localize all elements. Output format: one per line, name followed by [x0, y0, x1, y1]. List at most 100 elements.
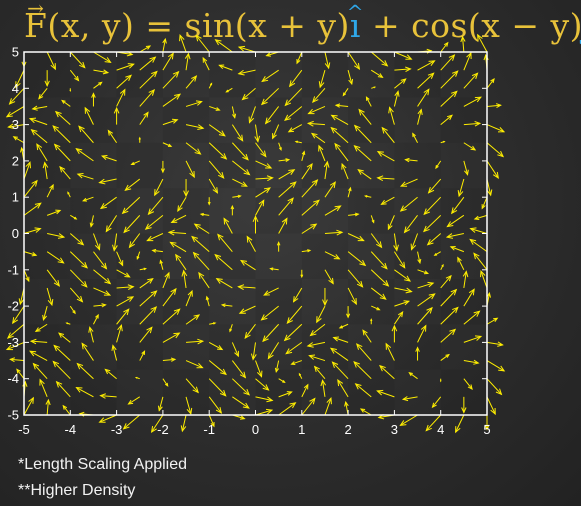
vector-arrow	[417, 88, 430, 107]
arrow-head	[31, 179, 38, 187]
vector-arrow	[7, 123, 25, 130]
vector-arrow	[208, 142, 228, 160]
arrow-head	[474, 96, 482, 103]
arrow-shaft	[62, 405, 71, 416]
arrow-shaft	[185, 142, 201, 155]
vector-arrow	[294, 140, 302, 144]
arrow-shaft	[162, 332, 180, 343]
background-tile	[116, 142, 163, 189]
vector-arrow	[338, 323, 349, 329]
arrow-shaft	[93, 269, 111, 284]
arrow-head	[149, 56, 157, 63]
arrow-head	[423, 208, 430, 216]
arrow-head	[381, 126, 388, 134]
arrow-head	[445, 233, 454, 239]
vector-arrow	[403, 215, 418, 234]
arrow-shaft	[278, 391, 292, 398]
x-tick-label: -5	[18, 422, 30, 437]
arrow-head	[252, 215, 259, 222]
arrow-head	[170, 287, 177, 295]
y-tick-label: 3	[12, 117, 19, 132]
vector-arrow	[310, 132, 326, 144]
arrow-head	[147, 208, 155, 216]
arrow-head	[143, 111, 149, 118]
arrow-shaft	[255, 187, 271, 198]
background-tile	[116, 233, 163, 279]
arrow-head	[426, 306, 433, 314]
vector-arrow	[301, 179, 319, 198]
background-tile	[348, 97, 395, 143]
arrow-head	[490, 78, 495, 84]
arrow-head	[223, 217, 230, 225]
vector-arrow	[440, 114, 453, 125]
arrow-head	[474, 120, 482, 127]
vector-arrow	[185, 160, 195, 179]
arrow-shaft	[355, 383, 372, 398]
arrow-head	[331, 361, 339, 369]
vector-arrow	[376, 151, 395, 162]
vector-arrow	[415, 346, 420, 361]
arrow-head	[69, 89, 72, 93]
arrow-head	[100, 262, 108, 270]
arrow-shaft	[278, 218, 288, 234]
arrow-shaft	[263, 287, 279, 296]
arrow-head	[234, 350, 239, 358]
x-tick-label: 5	[483, 422, 490, 437]
arrow-head	[5, 111, 13, 118]
vector-arrow	[425, 414, 442, 432]
arrow-shaft	[31, 129, 48, 144]
arrow-shaft	[116, 325, 122, 343]
arrow-shaft	[428, 178, 442, 194]
background-tile	[394, 233, 441, 279]
arrow-shaft	[447, 214, 465, 227]
vector-arrow	[128, 233, 141, 249]
arrow-shaft	[171, 214, 187, 223]
arrow-head	[193, 314, 201, 321]
vector-arrow	[61, 99, 71, 107]
vector-arrow	[355, 343, 372, 361]
background-tile	[255, 188, 302, 234]
vector-arrow	[457, 256, 465, 271]
vector-arrow	[214, 253, 233, 271]
arrow-head	[102, 69, 110, 75]
vector-arrow	[184, 52, 191, 71]
vector-arrow	[359, 408, 372, 416]
arrow-shaft	[324, 269, 334, 284]
arrow-head	[146, 235, 154, 242]
arrow-head	[243, 389, 251, 396]
arrow-head	[262, 384, 270, 391]
arrow-shaft	[214, 254, 233, 271]
arrow-head	[67, 191, 70, 195]
arrow-head	[348, 186, 352, 192]
arrow-shaft	[215, 39, 233, 53]
arrow-shaft	[331, 114, 349, 126]
vector-arrow	[116, 308, 130, 325]
arrow-head	[357, 235, 365, 242]
vector-arrow	[98, 414, 117, 423]
arrow-shaft	[366, 96, 372, 107]
arrow-head	[281, 217, 288, 225]
vector-arrow	[255, 175, 274, 182]
arrow-head	[170, 217, 178, 224]
arrow-shaft	[318, 145, 326, 162]
vector-arrow	[387, 215, 395, 231]
arrow-head	[30, 129, 38, 136]
arrow-head	[497, 341, 504, 347]
vector-arrow	[278, 391, 293, 398]
arrow-head	[250, 353, 257, 361]
vector-arrow	[5, 106, 25, 118]
arrow-shaft	[278, 181, 297, 198]
vector-arrow	[309, 323, 326, 337]
vector-arrow	[263, 287, 279, 296]
arrow-head	[134, 376, 138, 379]
vector-arrow	[84, 106, 94, 125]
arrow-shaft	[370, 51, 388, 67]
vector-arrow	[300, 269, 304, 279]
arrow-shaft	[463, 142, 476, 151]
arrow-shaft	[78, 125, 94, 144]
arrow-head	[104, 57, 112, 63]
arrow-head	[286, 391, 293, 396]
vector-arrow	[122, 414, 141, 430]
arrow-shaft	[53, 345, 71, 361]
y-tick-label: -2	[7, 299, 19, 314]
